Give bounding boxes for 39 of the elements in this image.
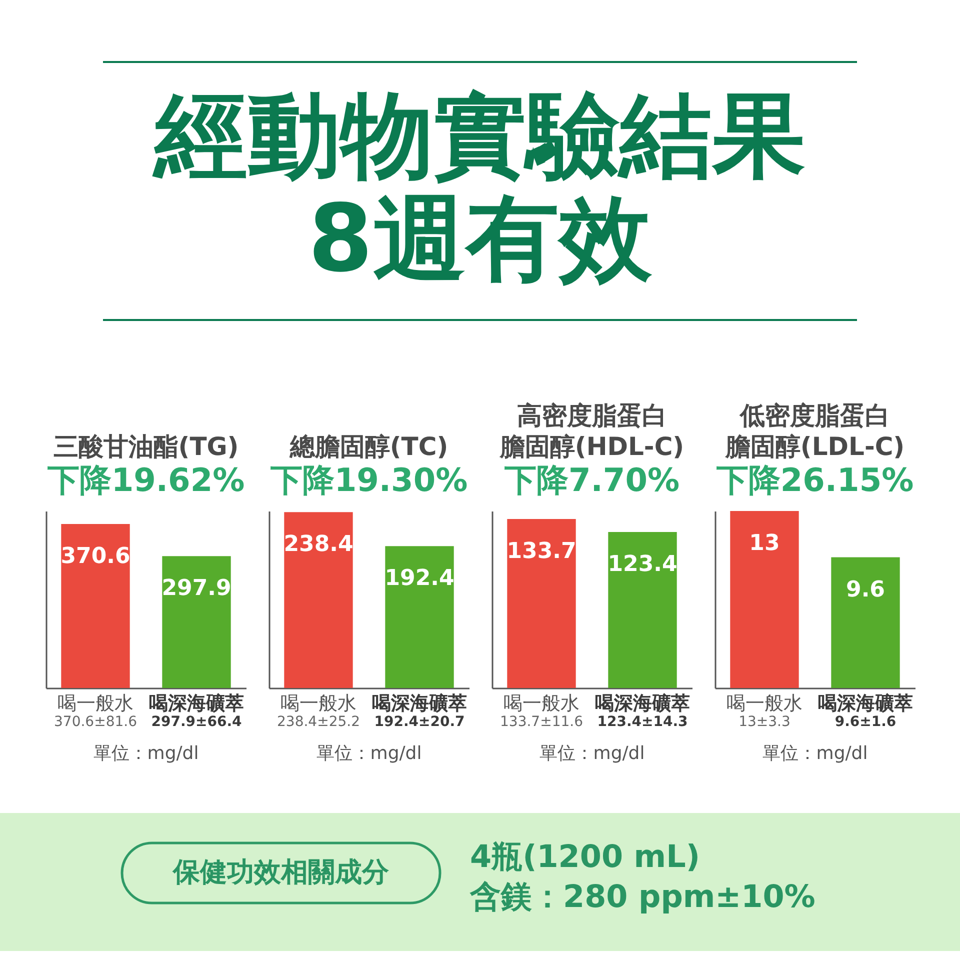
data-label: 133.7 [506,538,576,564]
text: 297.9±66.4 [151,714,242,730]
chart-subtitle: 下降26.15% [715,461,914,499]
text: 單位：mg/dl [762,743,868,764]
text: 單位：mg/dl [539,743,645,764]
text: 4瓶(1200 mL) [470,839,700,875]
x-tick-label: 喝深海礦萃 [818,692,914,714]
data-label: 13 [749,531,780,556]
data-label: 238.4 [284,532,354,558]
x-tick-label: 喝深海礦萃 [149,692,244,714]
text: 238.4±25.2 [277,714,360,730]
text: 含鎂：280 ppm±10% [469,879,816,915]
chart-subtitle: 下降19.62% [46,461,245,499]
chart-title: 總膽固醇(TC) [288,432,448,461]
data-label: 297.9 [162,576,232,602]
chart-title: 低密度脂蛋白膽固醇(LDL-C) [724,401,905,461]
x-tick-label: 喝一般水 [726,692,802,714]
data-label: 370.6 [60,544,130,570]
data-label: 9.6 [846,577,885,602]
chart-subtitle: 下降7.70% [503,461,680,499]
text: 13±3.3 [738,714,790,730]
text: 9.6±1.6 [834,714,896,730]
chart-title: 三酸甘油酯(TG) [53,432,239,461]
chart-subtitle: 下降19.30% [269,461,468,499]
x-tick-label: 喝深海礦萃 [372,692,468,714]
x-tick-label: 喝深海礦萃 [595,692,690,714]
text: 123.4±14.3 [597,714,688,730]
x-tick-label: 喝一般水 [57,692,134,714]
text: 192.4±20.7 [374,714,465,730]
chart-title: 高密度脂蛋白膽固醇(HDL-C) [498,401,684,461]
text: 單位：mg/dl [316,743,422,764]
text: 133.7±11.6 [500,714,584,730]
text: 單位：mg/dl [93,743,199,764]
x-tick-label: 喝一般水 [503,692,580,714]
text: 保健功效相關成分 [172,857,390,888]
data-label: 192.4 [384,566,454,592]
data-label: 123.4 [608,552,678,577]
text: 370.6±81.6 [54,714,138,730]
x-tick-label: 喝一般水 [280,692,356,714]
